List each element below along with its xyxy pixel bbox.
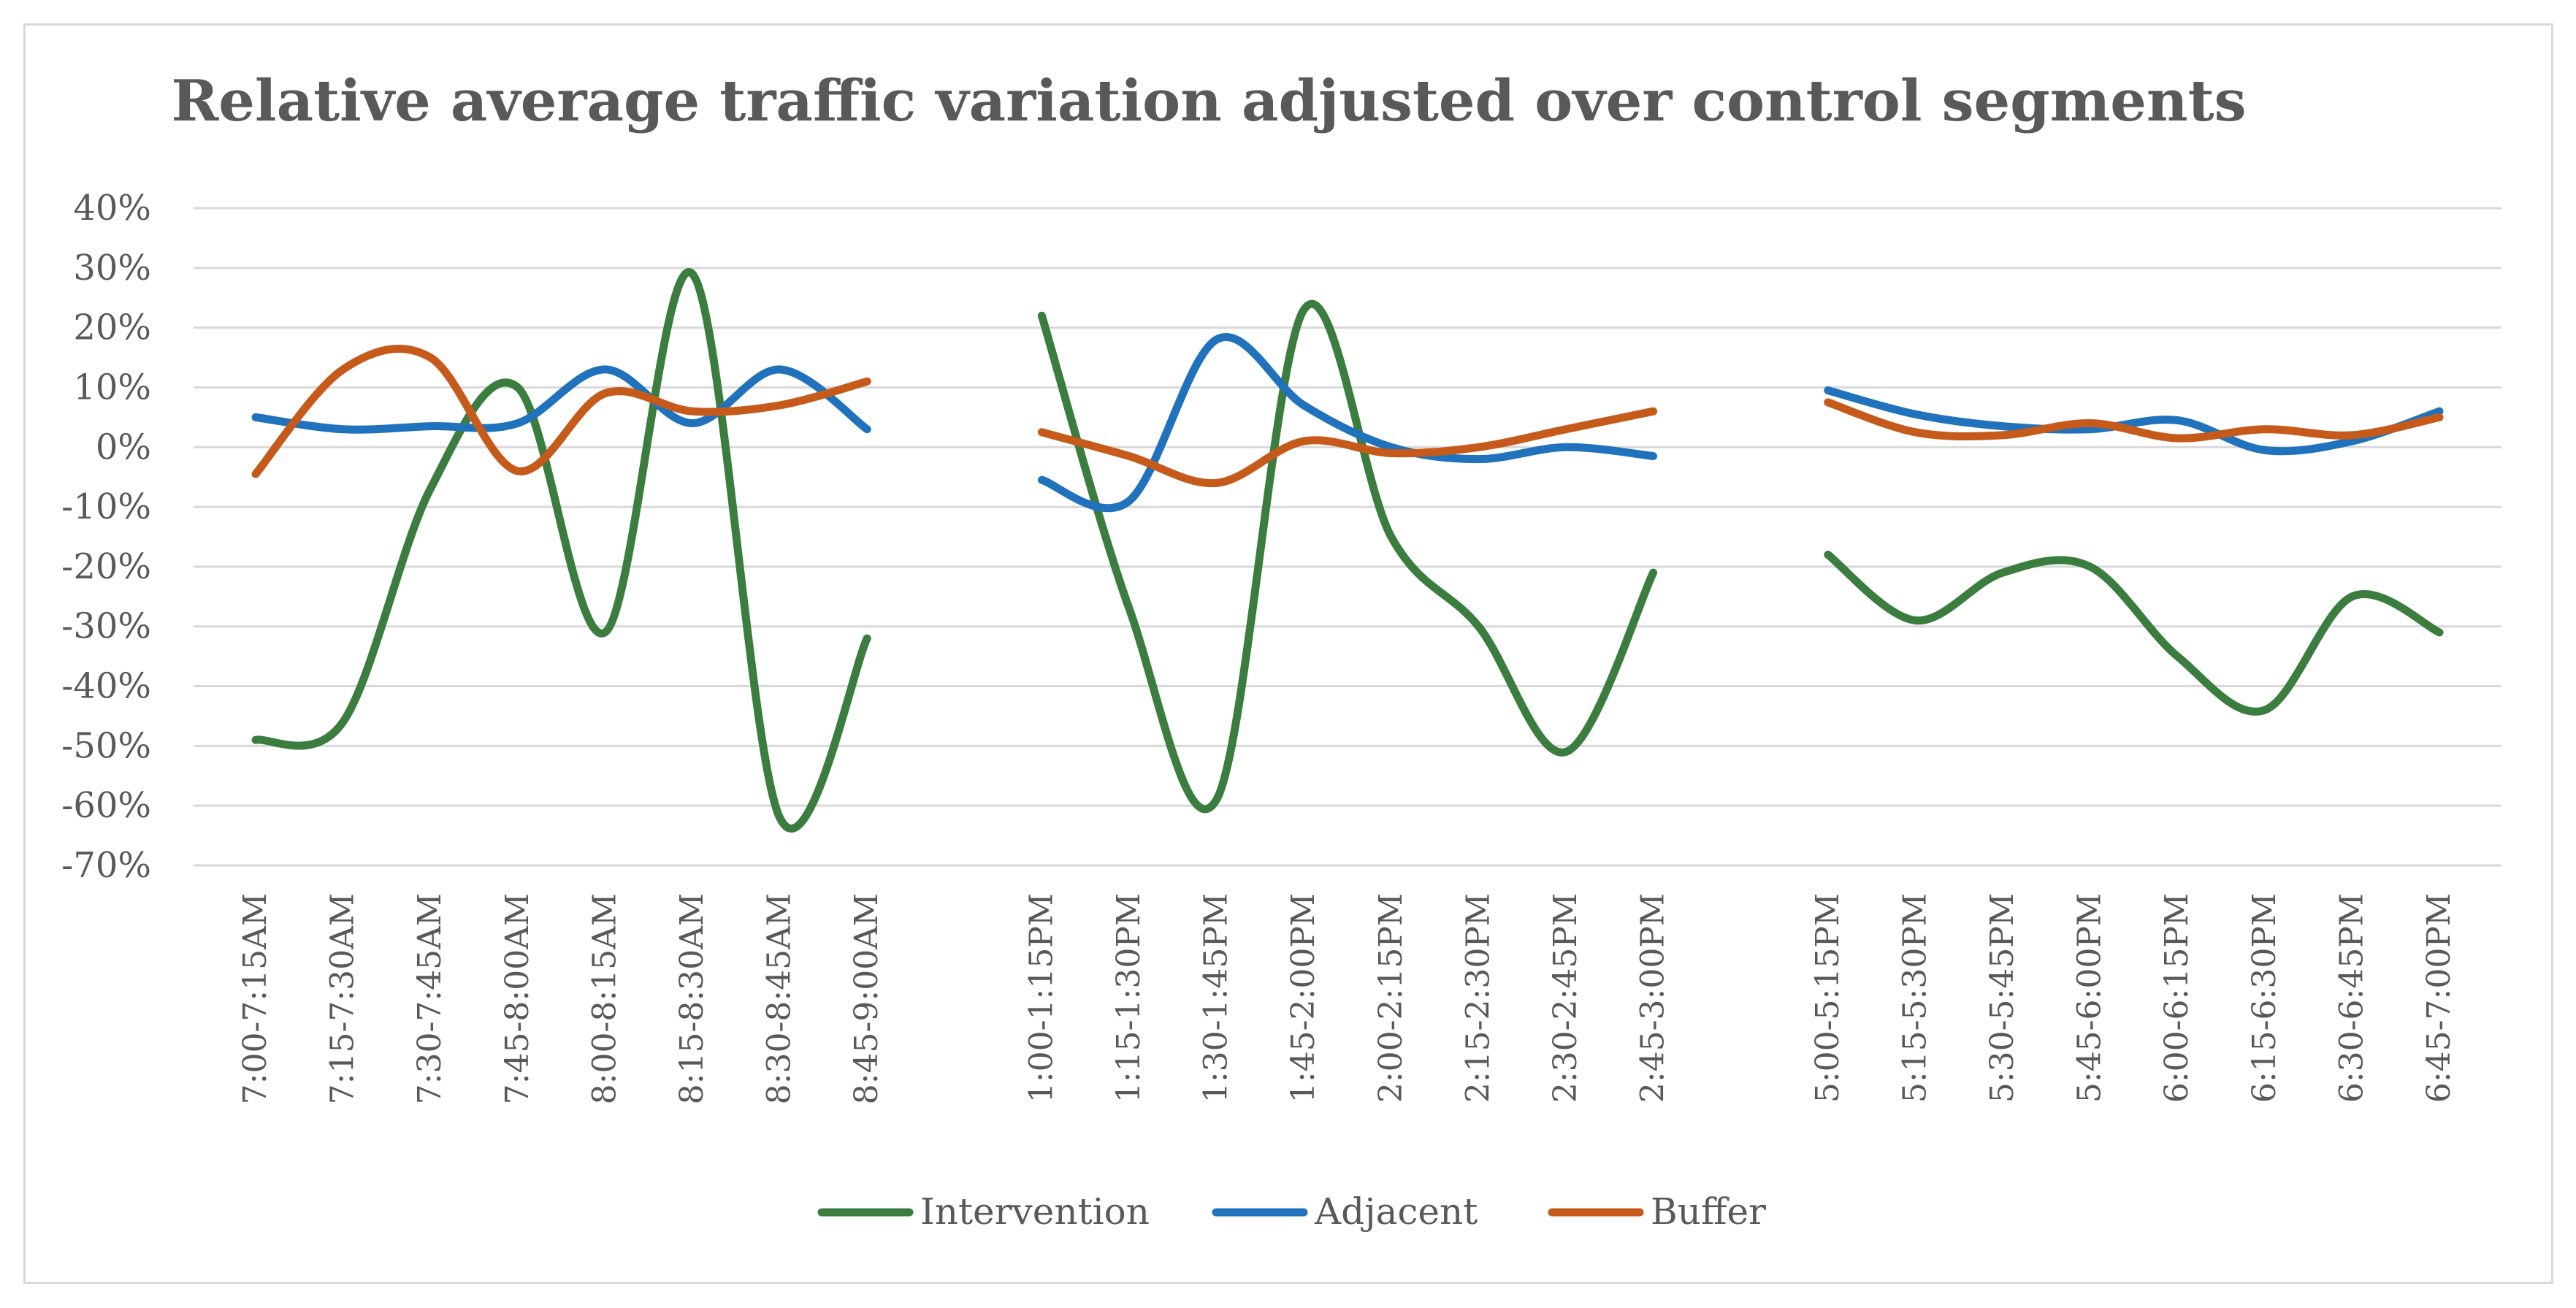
series-lines bbox=[251, 267, 2444, 833]
x-tick-label: 6:30-6:45PM bbox=[2333, 893, 2370, 1103]
x-tick-label: 8:00-8:15AM bbox=[586, 893, 623, 1104]
x-tick-label: 8:45-9:00AM bbox=[848, 893, 885, 1104]
x-tick-label: 5:15-5:30PM bbox=[1896, 893, 1933, 1103]
x-tick-label: 7:30-7:45AM bbox=[411, 893, 448, 1104]
x-tick-label: 2:45-3:00PM bbox=[1635, 893, 1672, 1103]
y-tick-label: 30% bbox=[73, 248, 151, 288]
chart-title: Relative average traffic variation adjus… bbox=[171, 68, 2246, 134]
y-tick-label: -20% bbox=[61, 546, 151, 587]
x-tick-label: 1:15-1:30PM bbox=[1110, 893, 1147, 1103]
x-tick-label: 5:30-5:45PM bbox=[1984, 893, 2021, 1103]
x-tick-label: 8:15-8:30AM bbox=[673, 893, 711, 1104]
adjacent-line-morning bbox=[251, 365, 871, 434]
x-tick-label: 5:45-6:00PM bbox=[2071, 893, 2109, 1103]
x-tick-label: 8:30-8:45AM bbox=[761, 893, 798, 1104]
x-tick-label: 6:15-6:30PM bbox=[2246, 893, 2283, 1103]
buffer-line-midday bbox=[1037, 407, 1658, 488]
buffer-line-evening bbox=[1824, 398, 2444, 443]
gridlines bbox=[194, 207, 2502, 867]
y-tick-label: 0% bbox=[96, 427, 151, 467]
adjacent-line-midday bbox=[1037, 333, 1658, 513]
y-tick-label: -40% bbox=[61, 666, 151, 707]
intervention-line-midday bbox=[1037, 299, 1658, 814]
y-tick-label: -10% bbox=[61, 486, 151, 527]
x-tick-label: 7:15-7:30AM bbox=[324, 893, 362, 1104]
x-tick-label: 1:00-1:15PM bbox=[1023, 893, 1060, 1103]
line-chart: Relative average traffic variation adjus… bbox=[61, 68, 2502, 1233]
x-tick-label: 6:00-6:15PM bbox=[2158, 893, 2195, 1103]
x-tick-label: 6:45-7:00PM bbox=[2420, 893, 2458, 1103]
legend: Intervention Adjacent Buffer bbox=[817, 1190, 1766, 1233]
x-tick-label: 7:00-7:15AM bbox=[237, 893, 274, 1104]
legend-label-intervention: Intervention bbox=[920, 1190, 1150, 1233]
intervention-line-evening bbox=[1824, 551, 2444, 716]
adjacent-line-evening bbox=[1824, 386, 2444, 456]
x-tick-label: 1:30-1:45PM bbox=[1198, 893, 1235, 1103]
legend-label-adjacent: Adjacent bbox=[1314, 1190, 1478, 1233]
buffer-line-morning bbox=[251, 345, 871, 478]
y-axis-ticks: 40% 30% 20% 10% 0% -10% -20% -30% -40% -50% -60% -7… bbox=[61, 188, 151, 886]
y-tick-label: 20% bbox=[73, 307, 151, 348]
x-tick-label: 2:00-2:15PM bbox=[1372, 893, 1410, 1103]
chart-frame: Relative average traffic variation adjus… bbox=[23, 23, 2553, 1284]
y-tick-label: 10% bbox=[73, 367, 151, 408]
y-tick-label: -50% bbox=[61, 725, 151, 766]
x-tick-label: 2:30-2:45PM bbox=[1547, 893, 1584, 1103]
x-tick-label: 7:45-8:00AM bbox=[499, 893, 536, 1104]
y-tick-label: 40% bbox=[73, 188, 151, 229]
intervention-line-morning bbox=[251, 267, 871, 833]
y-tick-label: -60% bbox=[61, 785, 151, 826]
x-axis-ticks: 7:00-7:15AM 7:15-7:30AM 7:30-7:45AM 7:45-8:… bbox=[237, 893, 2458, 1104]
x-tick-label: 1:45-2:00PM bbox=[1285, 893, 1322, 1103]
y-tick-label: -30% bbox=[61, 606, 151, 647]
x-tick-label: 2:15-2:30PM bbox=[1459, 893, 1497, 1103]
y-tick-label: -70% bbox=[61, 845, 151, 886]
legend-label-buffer: Buffer bbox=[1651, 1190, 1766, 1233]
x-tick-label: 5:00-5:15PM bbox=[1809, 893, 1846, 1103]
